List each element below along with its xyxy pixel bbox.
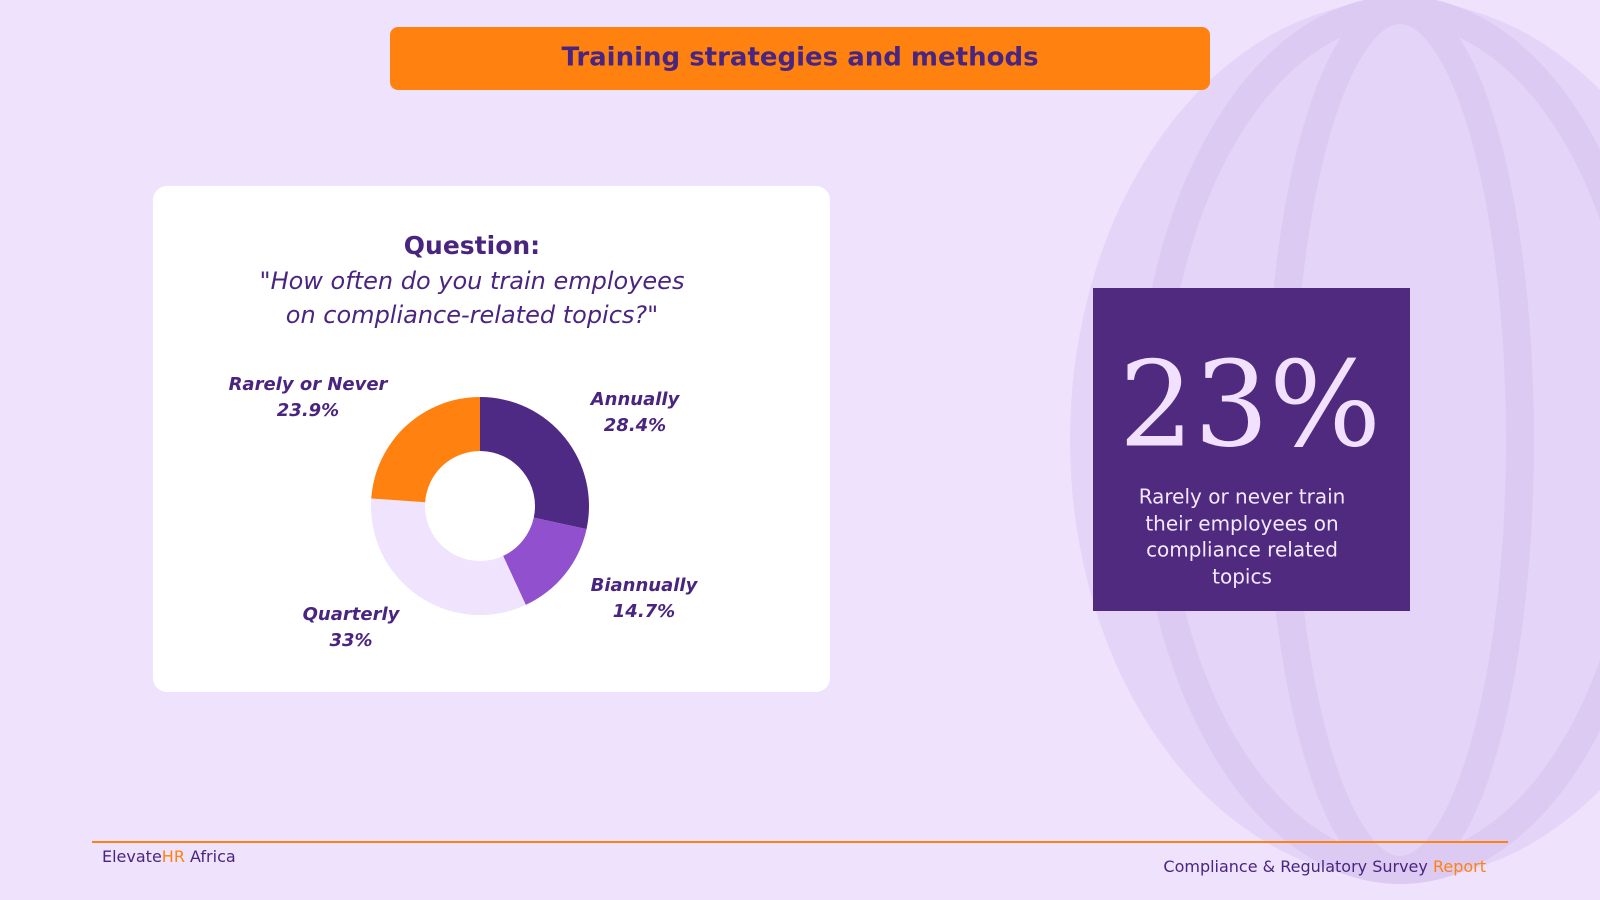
segment-label: Biannually bbox=[591, 575, 699, 596]
title-bar bbox=[390, 27, 1210, 90]
segment-label: Annually bbox=[589, 389, 681, 410]
segment-value-label: 28.4% bbox=[604, 415, 666, 436]
brand-part: Africa bbox=[185, 847, 236, 866]
segment-label: Quarterly bbox=[303, 604, 401, 625]
segment-value-label: 33% bbox=[329, 630, 372, 651]
brand-part: Elevate bbox=[102, 847, 162, 866]
stat-value: 23% bbox=[1119, 336, 1381, 474]
brand-part: HR bbox=[162, 847, 185, 866]
footer-brand: ElevateHR Africa bbox=[102, 847, 236, 866]
donut-segment bbox=[371, 397, 480, 503]
donut-segment bbox=[503, 517, 587, 605]
stat-text: compliance related bbox=[1146, 538, 1338, 562]
title: Training strategies and methods bbox=[561, 43, 1038, 73]
report-part: Compliance & Regulatory Survey bbox=[1163, 857, 1433, 876]
donut-segment bbox=[370, 498, 526, 616]
footer-report: Compliance & Regulatory Survey Report bbox=[1163, 857, 1486, 876]
segment-value-label: 14.7% bbox=[613, 601, 675, 622]
stat-text: their employees on bbox=[1145, 512, 1338, 536]
donut-segment bbox=[480, 397, 589, 530]
report-part: Report bbox=[1433, 857, 1486, 876]
segment-value-label: 23.9% bbox=[277, 400, 339, 421]
stat-text: Rarely or never train bbox=[1139, 485, 1346, 509]
question-label: Question: bbox=[404, 231, 540, 260]
question-line: "How often do you train employees bbox=[260, 267, 685, 295]
question-line: on compliance-related topics?" bbox=[286, 301, 658, 329]
stat-text: topics bbox=[1212, 565, 1272, 589]
donut-chart: Annually 28.4% Biannually 14.7% Quarterly 33%… bbox=[229, 374, 699, 651]
stat-box bbox=[1093, 288, 1410, 611]
segment-label: Rarely or Never bbox=[229, 374, 389, 395]
